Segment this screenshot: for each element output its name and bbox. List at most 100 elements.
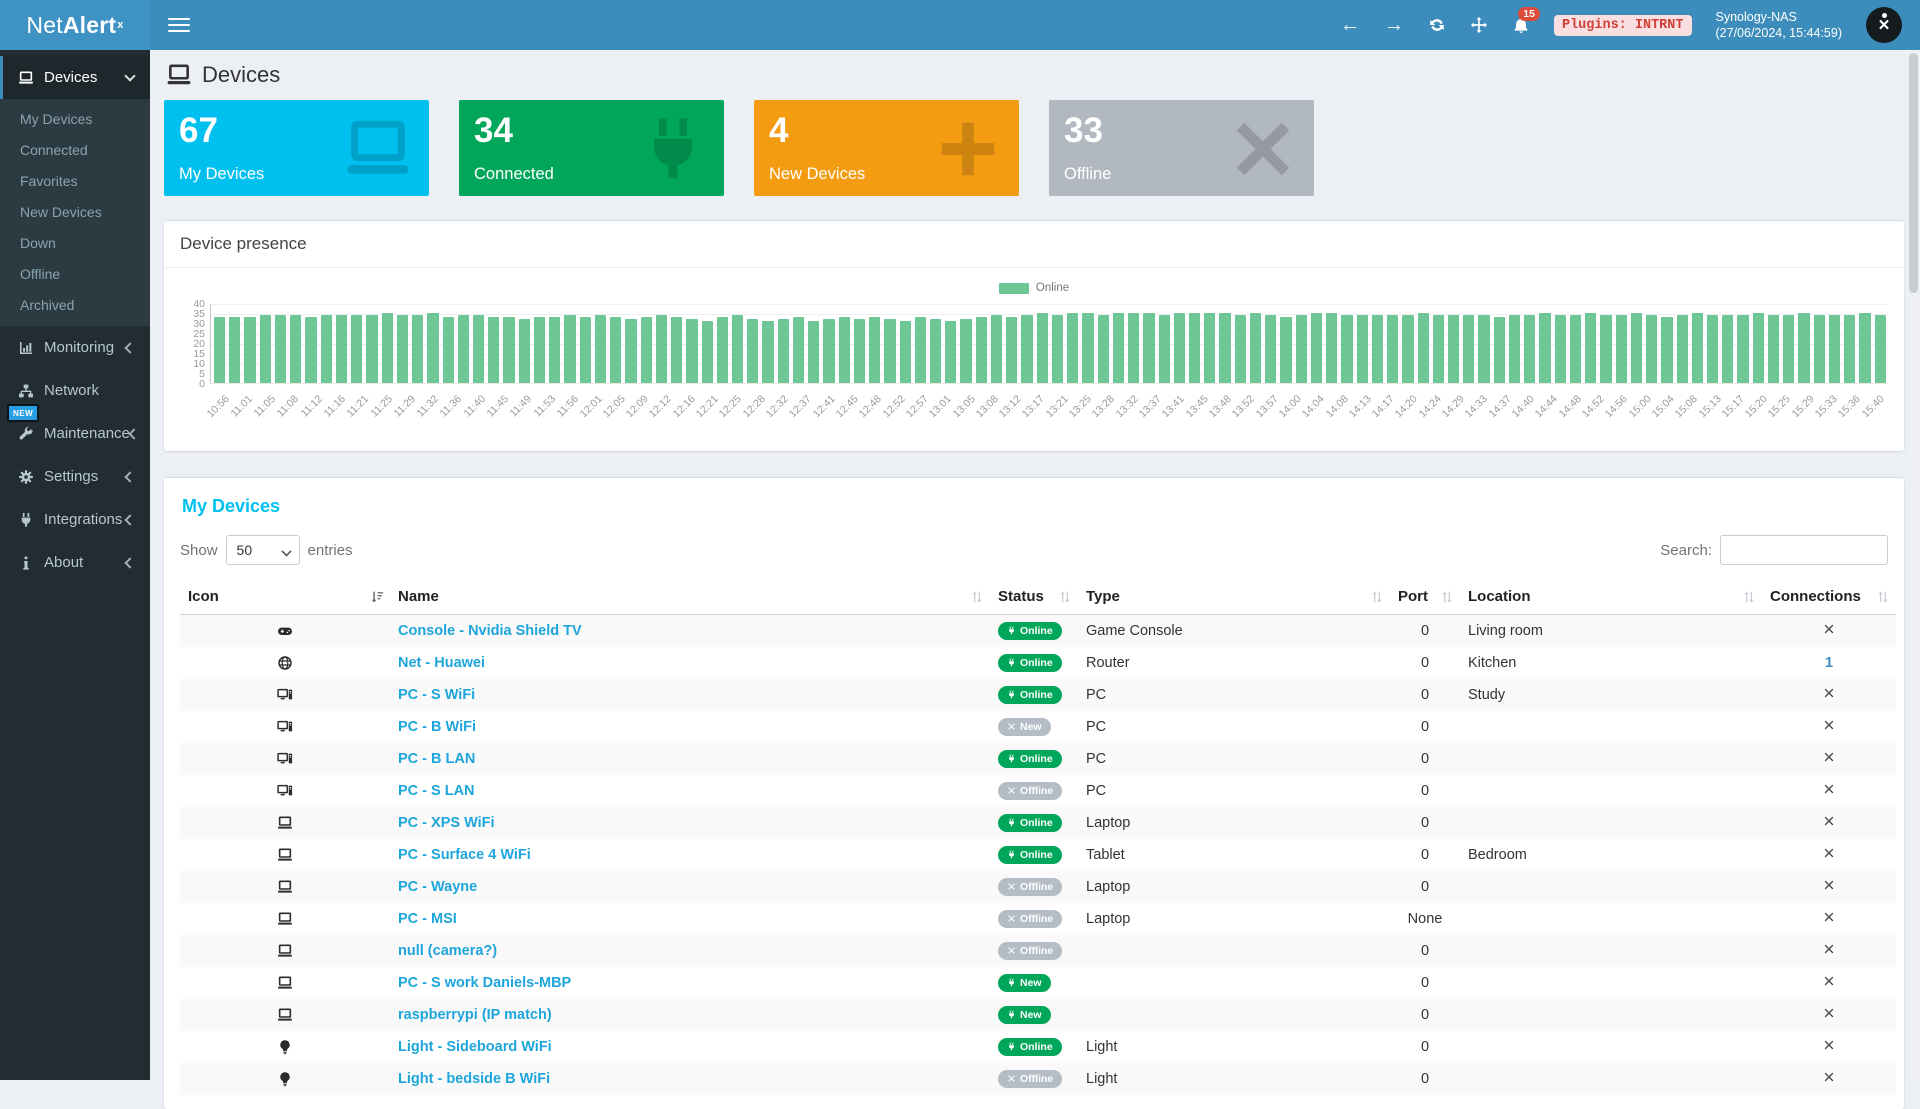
device-name-link[interactable]: PC - S work Daniels-MBP	[398, 974, 572, 991]
sidebar-item-about[interactable]: About	[0, 541, 150, 584]
presence-bar	[1615, 315, 1627, 383]
user-avatar[interactable]: ✕	[1866, 7, 1902, 43]
device-name-link[interactable]: PC - S WiFi	[398, 686, 476, 703]
device-name-link[interactable]: null (camera?)	[398, 942, 498, 959]
summary-card-new-devices[interactable]: 4 New Devices	[754, 100, 1019, 196]
sidebar-subitem-my-devices[interactable]: My Devices	[20, 110, 93, 127]
device-connections	[1762, 743, 1896, 775]
column-header-connections[interactable]: Connections	[1762, 579, 1896, 615]
sidebar-subitem-archived[interactable]: Archived	[20, 296, 75, 313]
table-row[interactable]: PC - Wayne Offline Laptop 0	[180, 870, 1896, 903]
sort-updown-icon[interactable]	[1742, 590, 1756, 604]
device-name-link[interactable]: Net - Huawei	[398, 654, 486, 671]
sidebar-item-network[interactable]: Network	[0, 369, 150, 412]
device-name-link[interactable]: raspberrypi (IP match)	[398, 1006, 552, 1023]
fullscreen-move-icon[interactable]	[1470, 16, 1488, 34]
presence-bar	[1767, 315, 1780, 383]
sidebar-toggle-button[interactable]	[168, 14, 190, 36]
sort-updown-icon[interactable]	[970, 590, 984, 604]
table-row[interactable]: PC - S work Daniels-MBP New 0	[180, 967, 1896, 999]
status-badge: New	[998, 717, 1051, 736]
column-header-type[interactable]: Type	[1078, 579, 1390, 615]
device-name-link[interactable]: Light - Sideboard WiFi	[398, 1038, 552, 1055]
device-name-link[interactable]: PC - B WiFi	[398, 718, 477, 735]
presence-bar	[914, 317, 927, 383]
sidebar-item-devices[interactable]: Devices	[0, 56, 150, 99]
plugins-status-badge[interactable]: Plugins: INTRNT	[1553, 14, 1692, 36]
table-row[interactable]: raspberrypi (IP match) New 0	[180, 998, 1896, 1031]
device-location	[1460, 1031, 1762, 1063]
table-row[interactable]: PC - S LAN Offline PC 0	[180, 775, 1896, 807]
device-name-link[interactable]: PC - S LAN	[398, 782, 475, 799]
search-input[interactable]	[1720, 535, 1888, 565]
brand-prefix: Net	[26, 11, 63, 38]
table-row[interactable]: PC - MSI Offline Laptop None	[180, 903, 1896, 935]
sidebar-item-settings[interactable]: Settings	[0, 455, 150, 498]
notifications-bell[interactable]: 15	[1512, 7, 1540, 34]
presence-bar	[655, 315, 668, 383]
device-name-link[interactable]: PC - XPS WiFi	[398, 814, 495, 831]
nav-back-icon[interactable]: ←	[1339, 14, 1360, 36]
device-name-link[interactable]: Console - Nvidia Shield TV	[398, 622, 582, 639]
presence-bar	[1691, 313, 1703, 383]
presence-bar	[1036, 313, 1048, 383]
sort-amount-icon[interactable]	[370, 590, 384, 604]
presence-bar	[1524, 315, 1536, 383]
sort-updown-icon[interactable]	[1876, 590, 1890, 604]
sort-updown-icon[interactable]	[1058, 590, 1072, 604]
table-row[interactable]: PC - Surface 4 WiFi Online Tablet 0 Bedr…	[180, 839, 1896, 871]
presence-bar	[1417, 313, 1429, 383]
table-row[interactable]: PC - B WiFi New PC 0	[180, 711, 1896, 743]
column-header-icon[interactable]: Icon	[180, 579, 390, 615]
column-header-port[interactable]: Port	[1390, 579, 1460, 615]
table-row[interactable]: Console - Nvidia Shield TV Online Game C…	[180, 614, 1896, 647]
device-type: Laptop	[1086, 814, 1131, 831]
summary-card-my-devices[interactable]: 67 My Devices	[164, 100, 429, 196]
table-row[interactable]: Light - Sideboard WiFi Online Light 0	[180, 1031, 1896, 1063]
presence-bar	[1722, 315, 1734, 383]
presence-bar	[518, 319, 530, 383]
summary-card-connected[interactable]: 34 Connected	[459, 100, 724, 196]
sidebar-subitem-new-devices[interactable]: New Devices	[20, 203, 102, 220]
chart-legend[interactable]: Online	[180, 282, 1888, 294]
table-row[interactable]: Light - bedside B WiFi Offline Light 0	[180, 1062, 1896, 1095]
page-length-select[interactable]: 50	[225, 535, 300, 565]
nav-forward-icon[interactable]: →	[1383, 14, 1404, 36]
vertical-scrollbar[interactable]	[1907, 50, 1920, 1080]
sidebar-item-maintenance[interactable]: NEW Maintenance	[0, 404, 150, 455]
device-connections	[1762, 967, 1896, 999]
table-row[interactable]: PC - B LAN Online PC 0	[180, 742, 1896, 775]
scrollbar-thumb[interactable]	[1909, 53, 1918, 293]
presence-bar	[1539, 313, 1551, 383]
bulb-icon	[277, 1039, 293, 1055]
device-name-link[interactable]: Light - bedside B WiFi	[398, 1070, 551, 1087]
summary-card-offline[interactable]: 33 Offline	[1049, 100, 1314, 196]
xmark-icon	[1228, 114, 1298, 184]
column-header-status[interactable]: Status	[990, 579, 1078, 615]
device-name-link[interactable]: PC - B LAN	[398, 750, 476, 767]
sidebar-item-monitoring[interactable]: Monitoring	[0, 326, 150, 369]
table-row[interactable]: null (camera?) Offline 0	[180, 934, 1896, 967]
sidebar-item-integrations[interactable]: Integrations	[0, 498, 150, 541]
refresh-icon[interactable]	[1428, 16, 1446, 34]
plug-icon	[1007, 818, 1016, 827]
app-logo[interactable]: Net Alert x	[0, 0, 150, 50]
laptop-icon	[277, 975, 293, 991]
connections-count-link[interactable]: 1	[1824, 654, 1834, 671]
column-header-location[interactable]: Location	[1460, 579, 1762, 615]
table-row[interactable]: PC - S WiFi Online PC 0 Study	[180, 678, 1896, 711]
sidebar-subitem-down[interactable]: Down	[20, 234, 56, 251]
sort-updown-icon[interactable]	[1370, 590, 1384, 604]
column-header-name[interactable]: Name	[390, 579, 990, 615]
sidebar-subitem-favorites[interactable]: Favorites	[20, 172, 78, 189]
device-name-link[interactable]: PC - MSI	[398, 910, 457, 927]
device-type: Light	[1086, 1038, 1118, 1055]
device-name-link[interactable]: PC - Surface 4 WiFi	[398, 846, 531, 863]
sidebar-subitem-offline[interactable]: Offline	[20, 265, 61, 282]
sidebar-subitem-connected[interactable]: Connected	[20, 141, 88, 158]
device-name-link[interactable]: PC - Wayne	[398, 878, 478, 895]
chevron-left-icon	[124, 470, 136, 483]
table-row[interactable]: PC - XPS WiFi Online Laptop 0	[180, 806, 1896, 839]
table-row[interactable]: Net - Huawei Online Router 0 Kitchen 1	[180, 647, 1896, 679]
sort-updown-icon[interactable]	[1440, 590, 1454, 604]
